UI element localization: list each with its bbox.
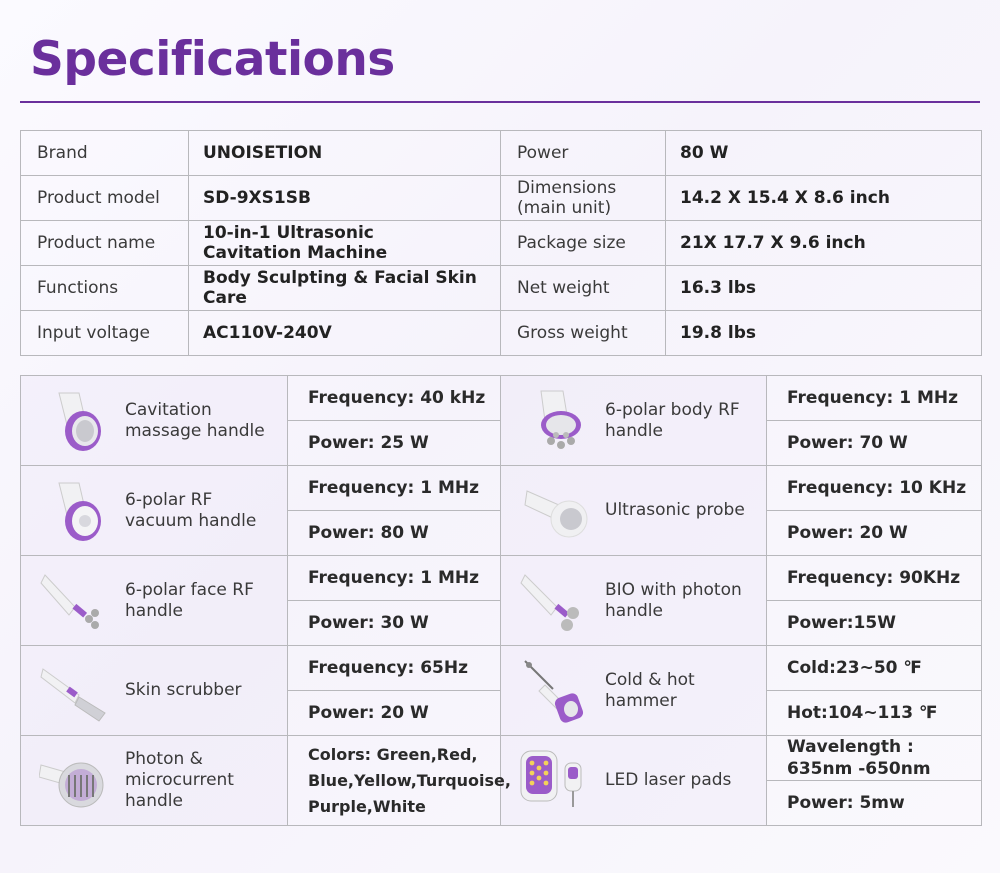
- spec-value: 19.8 lbs: [665, 310, 982, 356]
- handles-specs-table: Cavitation massage handle Frequency: 40 kH…: [20, 375, 982, 826]
- handle-row-cont: Power: 20 W Hot:104~113 ℉: [21, 690, 982, 736]
- handle-cell: Photon & microcurrent handle: [20, 735, 288, 826]
- handle-name: 6-polar face RF handle: [125, 579, 254, 621]
- handle-name: Skin scrubber: [125, 680, 242, 700]
- handle-spec: Power: 80 W: [287, 510, 501, 556]
- spec-label: Functions: [20, 265, 189, 311]
- handle-name: Cavitation massage handle: [125, 399, 265, 441]
- handle-spec: Hot:104~113 ℉: [766, 690, 982, 736]
- handle-cell: 6-polar face RF handle: [20, 555, 288, 646]
- handle-name: Cold & hot hammer: [605, 669, 695, 711]
- handle-cell: Ultrasonic probe: [500, 465, 767, 556]
- handle-cell: 6-polar RF vacuum handle: [20, 465, 288, 556]
- spec-label: Power: [500, 130, 666, 176]
- spec-row: Functions Body Sculpting & Facial Skin Ca…: [20, 265, 982, 311]
- spec-value: 14.2 X 15.4 X 8.6 inch: [665, 175, 982, 221]
- title-divider: [20, 101, 980, 103]
- spec-label: Package size: [500, 220, 666, 266]
- handle-spec: Frequency: 65Hz: [287, 645, 501, 691]
- handle-spec: Frequency: 1 MHz: [287, 555, 501, 601]
- handle-cell: LED laser pads: [500, 735, 767, 826]
- handle-spec: Power:15W: [766, 600, 982, 646]
- handle-row: 6-polar RF vacuum handle Frequency: 1 MHz U…: [20, 465, 982, 556]
- handle-spec: Frequency: 40 kHz: [287, 375, 501, 421]
- handle-spec: Frequency: 90KHz: [766, 555, 982, 601]
- handle-name: 6-polar body RF handle: [605, 399, 740, 441]
- spec-label: Net weight: [500, 265, 666, 311]
- spec-label: Product model: [20, 175, 189, 221]
- handle-row-cont: Power: 5mw: [21, 780, 982, 826]
- rf-vacuum-handle-icon: [39, 475, 111, 547]
- ultrasonic-probe-icon: [519, 475, 591, 547]
- spec-label: Product name: [20, 220, 189, 266]
- spec-value: 16.3 lbs: [665, 265, 982, 311]
- spec-value: 10-in-1 Ultrasonic Cavitation Machine: [188, 220, 501, 266]
- spec-value: 21X 17.7 X 9.6 inch: [665, 220, 982, 266]
- handle-row-cont: Power: 25 W Power: 70 W: [21, 420, 982, 466]
- handle-spec: Power: 25 W: [287, 420, 501, 466]
- spec-value: SD-9XS1SB: [188, 175, 501, 221]
- handle-name: LED laser pads: [605, 770, 732, 790]
- cold-hot-hammer-icon: [519, 655, 591, 727]
- spec-row: Brand UNOISETION Power 80 W: [20, 130, 982, 176]
- handle-spec: Cold:23~50 ℉: [766, 645, 982, 691]
- handle-name: BIO with photon handle: [605, 579, 742, 621]
- handle-spec: Power: 70 W: [766, 420, 982, 466]
- led-laser-pads-icon: [519, 745, 591, 817]
- spec-value: AC110V-240V: [188, 310, 501, 356]
- handle-spec: Power: 5mw: [766, 780, 982, 826]
- skin-scrubber-icon: [39, 655, 111, 727]
- handle-cell: Skin scrubber: [20, 645, 288, 736]
- handle-row: Photon & microcurrent handle Colors: Green,…: [20, 735, 982, 826]
- handle-spec: Frequency: 1 MHz: [287, 465, 501, 511]
- handle-cell: Cavitation massage handle: [20, 375, 288, 466]
- handle-row: Cavitation massage handle Frequency: 40 kH…: [20, 375, 982, 466]
- spec-value: UNOISETION: [188, 130, 501, 176]
- handle-cell: 6-polar body RF handle: [500, 375, 767, 466]
- handle-cell: Cold & hot hammer: [500, 645, 767, 736]
- handle-spec: Frequency: 1 MHz: [766, 375, 982, 421]
- face-rf-handle-icon: [39, 565, 111, 637]
- spec-label: Input voltage: [20, 310, 189, 356]
- spec-row: Product model SD-9XS1SB Dimensions (main un…: [20, 175, 982, 221]
- handle-spec: Power: 20 W: [287, 690, 501, 736]
- cavitation-handle-icon: [39, 385, 111, 457]
- handle-name: Photon & microcurrent handle: [125, 749, 234, 811]
- handle-spec: Frequency: 10 KHz: [766, 465, 982, 511]
- spec-value: Body Sculpting & Facial Skin Care: [188, 265, 501, 311]
- handle-spec: Power: 20 W: [766, 510, 982, 556]
- spec-label: Gross weight: [500, 310, 666, 356]
- spec-label: Dimensions (main unit): [500, 175, 666, 221]
- photon-microcurrent-handle-icon: [38, 745, 111, 817]
- page-title: Specifications: [30, 32, 395, 87]
- general-specs-table: Brand UNOISETION Power 80 W Product model SD-…: [20, 130, 982, 356]
- handle-name: 6-polar RF vacuum handle: [125, 489, 257, 531]
- handle-name: Ultrasonic probe: [605, 500, 745, 520]
- spec-value: 80 W: [665, 130, 982, 176]
- body-rf-handle-icon: [519, 385, 591, 457]
- spec-row: Product name 10-in-1 Ultrasonic Cavitation…: [20, 220, 982, 266]
- handle-cell: BIO with photon handle: [500, 555, 767, 646]
- handle-row: 6-polar face RF handle Frequency: 1 MHz BIO…: [20, 555, 982, 646]
- spec-row: Input voltage AC110V-240V Gross weight 19.8…: [20, 310, 982, 356]
- handle-spec: Colors: Green,Red, Blue,Yellow,Turquoise,…: [287, 735, 511, 826]
- spec-label: Brand: [20, 130, 189, 176]
- handle-spec: Wavelength :635nm -650nm: [766, 735, 982, 781]
- handle-row: Skin scrubber Frequency: 65Hz Cold & hot h…: [20, 645, 982, 736]
- handle-spec: Power: 30 W: [287, 600, 501, 646]
- bio-photon-handle-icon: [519, 565, 591, 637]
- handle-row-cont: Power: 30 W Power:15W: [21, 600, 982, 646]
